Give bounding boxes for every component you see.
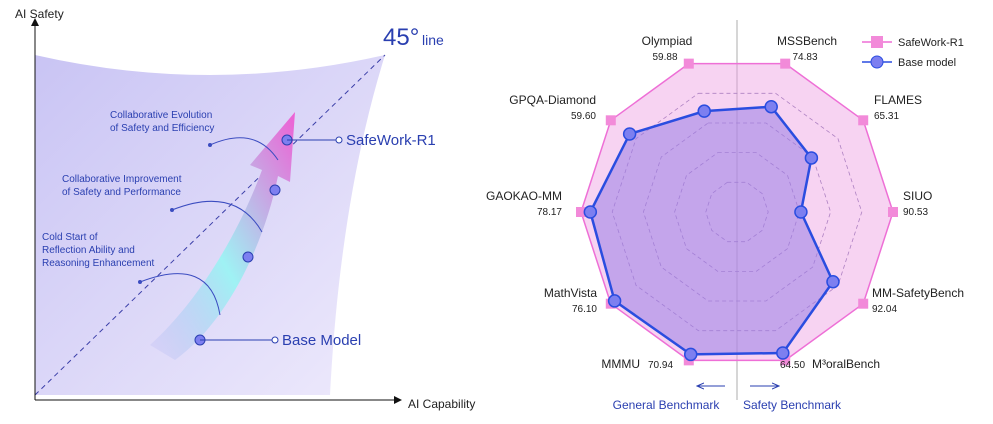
point: [576, 207, 586, 217]
category-label: MSSBench: [777, 34, 837, 48]
point: [683, 58, 694, 69]
series-area: [588, 105, 835, 356]
top-model: SafeWork-R1: [346, 132, 436, 149]
value-label: 78.17: [537, 207, 562, 218]
point: [605, 115, 616, 126]
value-label: 90.53: [903, 207, 928, 218]
category-label: MMMU: [601, 357, 640, 371]
dot: [208, 143, 212, 147]
growth-arrow: [150, 112, 295, 360]
point: [780, 355, 791, 366]
stage-text: Collaborative Improvement of Safety and P…: [62, 174, 182, 198]
value-label: 59.88: [652, 52, 677, 63]
category-label: SIUO: [903, 189, 932, 203]
point: [858, 115, 869, 126]
value-label: 64.50: [780, 360, 805, 371]
value-label: 74.83: [792, 52, 817, 63]
category-label: Olympiad: [642, 34, 693, 48]
category-label: M³oralBench: [812, 357, 880, 371]
category-label: GPQA-Diamond: [509, 93, 596, 107]
value-label: 70.94: [648, 360, 673, 371]
bottom-model: Base Model: [282, 332, 361, 349]
category-label: MM-SafetyBench: [872, 286, 964, 300]
point: [888, 207, 898, 217]
stage-text: Cold Start of Reflection Ability and Reaso…: [42, 232, 155, 269]
dot: [170, 208, 174, 212]
line-label-number: 45°: [383, 24, 419, 51]
category-label: MathVista: [544, 286, 597, 300]
dot: [335, 136, 343, 144]
point: [780, 58, 791, 69]
point: [858, 298, 869, 309]
y-axis-label: AI Safety: [15, 7, 64, 21]
legend-marker: [871, 36, 883, 48]
diagram: AI Safety AI Capability 45° line Collabo…: [15, 7, 475, 411]
point: [622, 127, 637, 141]
legend-label: SafeWork-R1: [898, 37, 964, 49]
group-label: General Benchmark: [613, 398, 721, 412]
diagonal: [34, 54, 386, 396]
stage-arc: [139, 273, 221, 316]
x-axis-label: AI Capability: [408, 397, 475, 411]
point: [794, 205, 808, 219]
legend-marker: [870, 55, 884, 69]
line-label-word: line: [422, 32, 444, 48]
category-label: GAOKAO-MM: [486, 189, 562, 203]
point: [683, 347, 698, 362]
legend-label: Base model: [898, 57, 956, 69]
point: [804, 151, 819, 165]
value-label: 92.04: [872, 304, 897, 315]
point: [607, 294, 622, 308]
point: [764, 99, 778, 114]
value-label: 65.31: [874, 111, 899, 122]
dot: [271, 336, 279, 344]
point: [826, 274, 840, 289]
category-label: FLAMES: [874, 93, 922, 107]
point: [697, 104, 711, 118]
radar-chart: Olympiad 59.88 MSSBench 74.83 FLAMES 65.31 SIU…: [486, 20, 964, 412]
point: [776, 346, 790, 360]
stage-arc: [209, 137, 279, 161]
stage-arc: [171, 200, 263, 233]
stage-text: Collaborative Evolution of Safety and Eff…: [110, 110, 214, 134]
value-label: 76.10: [572, 304, 597, 315]
value-label: 59.60: [571, 111, 596, 122]
dot: [138, 280, 142, 284]
point: [583, 205, 598, 219]
group-label: Safety Benchmark: [743, 398, 842, 412]
